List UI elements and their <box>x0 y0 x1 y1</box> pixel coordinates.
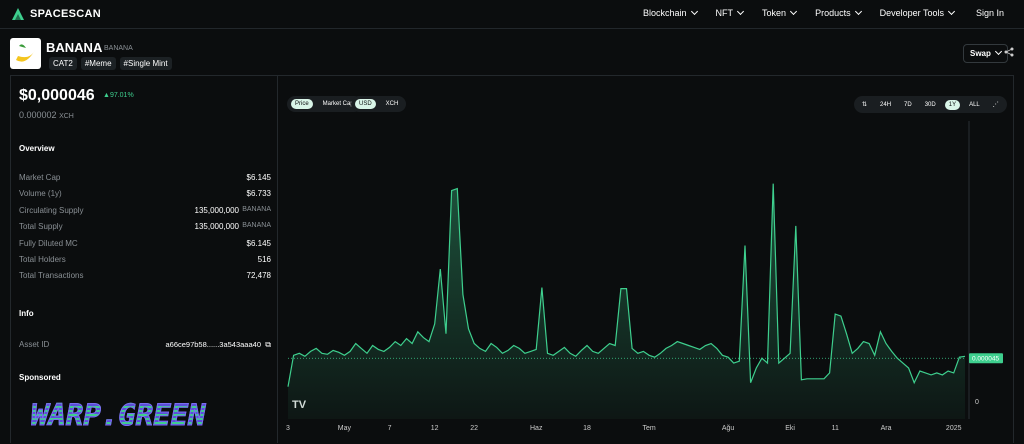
chart-settings[interactable]: ⇅ <box>862 102 868 108</box>
price-xch-unit: XCH <box>59 113 74 120</box>
x-tick-label: 3 <box>286 425 290 432</box>
copy-icon[interactable]: ⧉ <box>265 340 271 349</box>
token-icon <box>10 38 41 69</box>
price-chart: TV 3May71222Haz18TemAğuEki11Ara202500.00… <box>286 121 1003 432</box>
price-xch: 0.000002 XCH <box>19 110 74 120</box>
sign-in[interactable]: Sign In <box>975 8 1004 18</box>
nav-items: Blockchain NFT Token Products Developer … <box>624 8 1004 18</box>
overview-row: Total Transactions 72,478 <box>19 271 271 280</box>
tags: CAT2 #Meme #Single Mint <box>49 57 176 70</box>
row-label: Volume (1y) <box>19 189 62 199</box>
range-option[interactable]: 7D <box>904 101 912 108</box>
x-tick-label: 11 <box>832 425 839 432</box>
y-tick-label: 0 <box>975 399 979 406</box>
token-icon-art <box>16 44 35 62</box>
toggle-option[interactable]: Market Cap <box>322 101 354 107</box>
row-label: Total Transactions <box>19 271 84 281</box>
row-value: $6.145 <box>246 173 271 182</box>
x-tick-label: 2025 <box>946 425 962 432</box>
asset-id-label: Asset ID <box>19 340 50 349</box>
x-tick-label: Ara <box>881 425 892 432</box>
row-label: Circulating Supply <box>19 205 84 215</box>
range-toggle: ⇅ 24H 7D 30D 1Y ALL ⋰ <box>854 96 1007 113</box>
tag[interactable]: CAT2 <box>49 57 77 70</box>
price-area <box>288 183 965 419</box>
chart-panel: Price Market Cap USD XCH ⇅ 24H 7D 30D 1Y… <box>278 75 1014 443</box>
currency-toggle: USD XCH <box>351 96 407 112</box>
x-tick-label: May <box>338 425 352 432</box>
row-value: 72,478 <box>246 271 271 281</box>
price-xch-value: 0.000002 <box>19 110 57 120</box>
x-tick-label: Eki <box>785 425 795 432</box>
nav-item[interactable]: Blockchain <box>643 8 697 18</box>
range-option[interactable]: 24H <box>880 101 892 108</box>
row-value: $6.145 <box>246 238 271 248</box>
left-panel: $0,000046 ▲97.01% 0.000002 XCH Overview … <box>10 75 278 443</box>
share[interactable]: ⋰ <box>992 102 999 108</box>
nav-item[interactable]: Token <box>762 8 796 18</box>
current-price-label: 0.000045 <box>972 355 999 362</box>
row-unit: BANANA <box>242 222 271 230</box>
row-label: Market Cap <box>19 173 61 182</box>
row-value: $6.733 <box>246 189 271 199</box>
row-value: 135,000,000 <box>194 205 240 215</box>
swap-button[interactable]: Swap <box>963 44 1008 63</box>
logo[interactable] <box>10 6 26 22</box>
row-label: Total Supply <box>19 222 63 232</box>
brand[interactable]: SPACESCAN <box>30 8 101 20</box>
row-label: Fully Diluted MC <box>19 238 78 248</box>
toggle-option[interactable]: USD <box>355 99 376 109</box>
overview-row: Market Cap $6.145 <box>19 173 271 182</box>
range-option[interactable]: 1Y <box>944 99 961 110</box>
range-option[interactable]: 30D <box>924 101 936 108</box>
row-label: Total Holders <box>19 255 66 264</box>
current-price-tag <box>969 353 1003 364</box>
nav-item[interactable]: Products <box>815 8 861 18</box>
x-tick-label: 7 <box>388 425 392 432</box>
range-option[interactable]: ALL <box>969 101 980 108</box>
price-change-value: 97.01% <box>109 92 134 99</box>
metric-toggle: Price Market Cap <box>287 96 362 112</box>
x-tick-label: 18 <box>583 425 591 432</box>
top-nav: SPACESCAN Blockchain NFT Token Products … <box>0 0 1024 29</box>
share-icon[interactable] <box>1004 47 1014 57</box>
x-tick-label: Haz <box>530 425 543 432</box>
asset-row: Asset ID a66ce97b58......3a543aaa40 ⧉ <box>19 340 271 349</box>
x-tick-label: 22 <box>470 425 478 432</box>
overview-row: Circulating Supply 135,000,000 BANANA <box>19 206 271 215</box>
nav-item[interactable]: Developer Tools <box>880 8 954 18</box>
token-ticker: BANANA <box>104 45 133 52</box>
overview-row: Total Supply 135,000,000 BANANA <box>19 222 271 231</box>
row-value: 516 <box>257 255 271 264</box>
tag[interactable]: #Single Mint <box>119 57 172 70</box>
x-tick-label: Ağu <box>722 425 735 432</box>
overview-row: Total Holders 516 <box>19 255 271 264</box>
price-line <box>287 183 966 387</box>
nav-item[interactable]: NFT <box>716 8 744 18</box>
asset-id[interactable]: a66ce97b58......3a543aaa40 <box>165 340 261 349</box>
row-value: 135,000,000 <box>194 222 240 232</box>
price-change: ▲97.01% <box>103 92 134 99</box>
x-tick-label: Tem <box>642 425 655 432</box>
sponsored-title: Sponsored <box>19 373 61 382</box>
sponsor-ad[interactable]: WARP.GREEN <box>31 398 207 433</box>
x-tick-label: 12 <box>431 425 439 432</box>
overview-row: Volume (1y) $6.733 <box>19 189 271 198</box>
overview-row: Fully Diluted MC $6.145 <box>19 239 271 248</box>
toggle-option[interactable]: Price <box>291 99 313 109</box>
token-name: BANANA <box>46 40 103 55</box>
price-usd: $0,000046 <box>19 87 95 104</box>
info-title: Info <box>19 309 34 318</box>
overview-title: Overview <box>19 144 55 153</box>
tag[interactable]: #Meme <box>80 57 116 70</box>
toggle-option[interactable]: XCH <box>385 101 399 107</box>
row-unit: BANANA <box>242 205 271 213</box>
